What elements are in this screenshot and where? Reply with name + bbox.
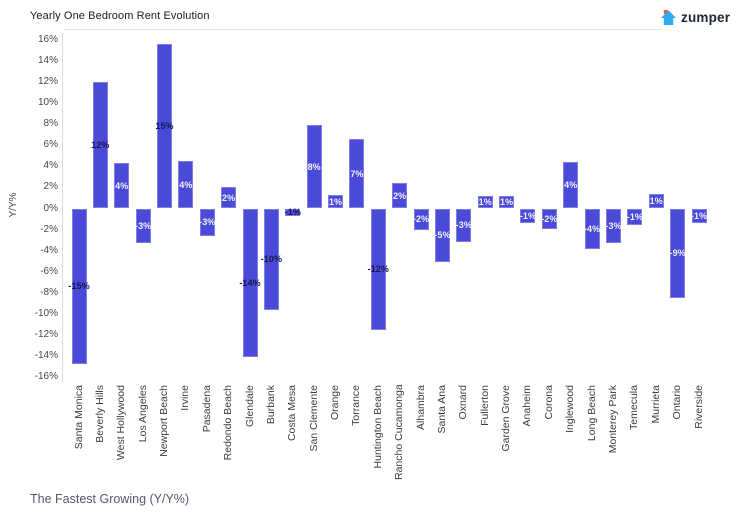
x-tick-label: Riverside [692,385,705,429]
bar-pasadena[interactable] [199,208,215,236]
x-tick-label: Pasadena [200,385,213,433]
bar-corona[interactable] [541,208,557,229]
x-tick-label: Rancho Cucamonga [393,384,406,480]
x-tick-label: Newport Beach [158,385,171,457]
bar-oxnard[interactable] [456,208,472,243]
y-tick-label: 10% [37,97,58,109]
y-tick-label: -6% [40,265,58,277]
zumper-house-icon [660,9,677,26]
y-tick-label: -14% [34,349,58,361]
x-tick-label: Ontario [671,385,684,420]
zumper-wordmark: zumper [681,10,731,25]
x-tick-label: Los Angeles [136,385,149,443]
bar-inglewood[interactable] [563,162,579,209]
bar-monterey-park[interactable] [606,208,621,244]
bar-san-clemente[interactable] [306,125,322,209]
bar-murrieta[interactable] [648,193,664,209]
x-tick-label: Long Beach [585,385,598,442]
y-tick-label: 4% [43,160,58,172]
x-tick-label: Huntington Beach [371,385,384,469]
bar-orange[interactable] [328,194,344,209]
bar-beverly-hills[interactable] [92,82,108,209]
bar-los-angeles[interactable] [135,208,151,244]
bar-huntington-beach[interactable] [370,208,386,330]
x-tick-label: Glendale [243,385,256,428]
x-tick-label: Orange [329,385,342,421]
x-tick-label: Murrieta [649,385,662,424]
bar-glendale[interactable] [242,208,258,357]
y-tick-label: 14% [37,55,58,67]
y-tick-label: -12% [34,328,58,340]
x-tick-label: Oxnard [457,385,470,420]
bar-torrance[interactable] [349,139,365,209]
x-tick-label: Corona [542,385,555,420]
bar-temecula[interactable] [627,208,643,226]
y-tick-label: -16% [34,370,58,382]
bar-west-hollywood[interactable] [114,163,130,209]
bar-garden-grove[interactable] [499,195,515,209]
bar-santa-monica[interactable] [71,208,87,365]
bar-santa-ana[interactable] [434,208,450,263]
x-tick-label: Monterey Park [607,385,619,454]
x-tick-label: Costa Mesa [286,385,299,442]
zumper-logo[interactable]: zumper [660,9,730,26]
y-tick-label: -2% [40,223,58,235]
bar-irvine[interactable] [178,161,194,209]
page-title: Yearly One Bedroom Rent Evolution [30,10,210,22]
x-tick-label: Irvine [179,385,192,411]
footer-caption: The Fastest Growing (Y/Y%) [30,492,190,506]
bar-costa-mesa[interactable] [285,208,301,216]
bar-long-beach[interactable] [584,208,600,249]
x-tick-label: Torrance [350,385,363,426]
bar-ontario[interactable] [670,208,686,298]
y-tick-label: 12% [37,76,58,88]
bar-alhambra[interactable] [413,208,429,230]
x-tick-label: Anaheim [521,385,534,427]
bar-riverside[interactable] [691,208,707,224]
x-tick-label: Santa Monica [72,385,85,450]
x-tick-label: Burbank [264,385,277,425]
y-tick-label: 8% [43,118,58,130]
x-tick-label: Fullerton [478,385,491,426]
x-tick-label: San Clemente [307,385,320,452]
y-tick-label: 16% [37,34,58,46]
x-tick-label: Inglewood [564,385,577,433]
bar-burbank[interactable] [263,208,279,310]
bar-fullerton[interactable] [477,195,493,209]
y-tick-label: 2% [43,181,58,193]
x-tick-label: Alhambra [414,385,427,430]
bar-newport-beach[interactable] [157,44,173,209]
x-tick-label: Garden Grove [500,385,513,452]
y-axis-line [62,33,63,382]
bar-redondo-beach[interactable] [221,187,237,209]
x-tick-label: Redondo Beach [222,385,235,461]
x-tick-label: Beverly Hills [93,385,106,443]
y-tick-label: -4% [40,244,58,256]
y-tick-label: 6% [43,139,58,151]
x-tick-label: Temecula [628,385,641,430]
header-divider [64,29,662,30]
bar-rancho-cucamonga[interactable] [392,183,408,209]
bar-anaheim[interactable] [520,208,536,224]
y-tick-label: -10% [34,307,58,319]
x-tick-label: West Hollywood [115,385,128,461]
y-tick-label: 0% [43,202,58,214]
y-tick-label: -8% [40,286,58,298]
x-tick-label: Santa Ana [435,385,448,434]
